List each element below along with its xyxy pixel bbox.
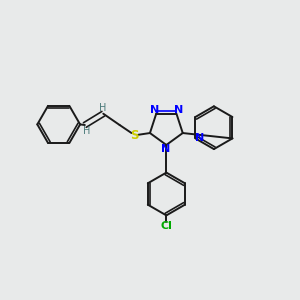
Text: H: H bbox=[99, 103, 106, 113]
Text: N: N bbox=[195, 134, 204, 143]
Text: S: S bbox=[130, 129, 139, 142]
Text: H: H bbox=[83, 126, 90, 136]
Text: N: N bbox=[161, 144, 170, 154]
Text: N: N bbox=[149, 105, 159, 115]
Text: Cl: Cl bbox=[160, 221, 172, 231]
Text: N: N bbox=[174, 105, 183, 115]
